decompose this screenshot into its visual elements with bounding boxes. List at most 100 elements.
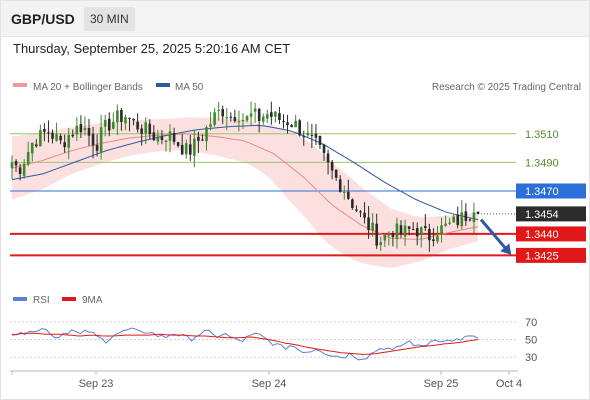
x-tick-label: Sep 23 [79,378,114,390]
candle-body [83,127,87,131]
candle-body [30,142,34,154]
candle-body [193,138,196,156]
candle-body [347,191,350,199]
forecast-arrowhead [500,243,512,255]
pivot-tag [516,183,586,199]
candle-body [63,142,66,148]
candle-body [43,128,46,132]
bollinger-band [12,117,478,268]
candle-body [290,125,293,128]
candle-body [197,136,200,141]
candle-body [391,233,395,237]
candle-body [419,227,423,236]
candle-body [411,229,415,231]
candle-body [460,212,464,227]
candle-body [144,122,148,134]
candle-body [249,113,253,117]
pivot-label: 1.3470 [525,186,559,198]
rsi-tick-label: 50 [525,335,537,347]
candle-body [403,225,407,237]
candle-body [338,179,342,192]
candle-body [476,211,480,214]
candle-body [107,118,111,131]
candle-body [298,120,302,136]
candle-body [128,117,131,119]
candle-body [59,135,62,141]
candle-body [71,134,75,137]
candle-body [440,225,443,235]
candle-body [136,121,139,130]
candle-body [359,211,362,213]
support-tag [516,226,586,242]
rsi-grid: 70 50 30 [10,317,537,364]
x-axis-labels: Sep 23 Sep 24 Sep 25 Oct 4 [11,371,522,390]
candle-body [47,132,50,134]
symbol-label: GBP/USD [11,11,75,27]
candle-body [265,114,269,119]
candle-body [379,242,383,246]
candle-body [51,132,54,139]
candle-body [278,113,281,120]
candle-body [10,162,14,169]
candle-body [103,119,107,127]
candle-body [387,234,391,236]
candle-body [209,124,212,127]
candle-body [205,127,208,142]
candle-body [55,134,58,141]
candle-body [132,118,135,121]
candle-body [233,117,237,122]
rsi-legend-swatch [13,297,27,301]
support-label: 1.3440 [525,229,559,241]
timestamp: Thursday, September 25, 2025 5:20:16 AM … [13,41,291,56]
x-tick-label: Oct 4 [496,378,522,390]
rsi-pane: 70 50 30 [10,317,537,364]
ma9-legend-swatch [62,297,76,301]
candle-body [322,144,326,153]
candle-body [456,214,460,226]
candle-body [464,211,468,221]
candle-body [415,228,419,237]
candle-body [164,140,168,142]
candle-body [67,135,71,148]
copyright: Research © 2025 Trading Central [432,82,581,93]
candle-body [176,142,180,146]
candle-body [452,216,455,223]
candle-body [253,108,257,112]
ma20-line [11,133,479,240]
candle-body [91,133,95,146]
candle-body [116,110,119,123]
ma9-legend-label: 9MA [82,295,103,306]
candle-body [444,223,447,226]
candle-body [188,144,192,155]
x-tick-label: Sep 24 [252,378,287,390]
candle-body [14,161,18,166]
candle-body [428,228,431,241]
candle-body [282,121,285,123]
candle-body [172,132,176,142]
candle-body [270,112,273,117]
candle-body [75,125,79,135]
candle-body [334,169,338,178]
candle-body [306,132,310,136]
candle-body [432,239,435,242]
candle-body [383,235,387,241]
candle-body [112,121,115,129]
last-price-tag [516,206,586,222]
support-tag [516,247,586,263]
candle-body [99,127,103,153]
candle-body [399,225,403,235]
candles [10,101,480,252]
level-lines [10,133,516,257]
candle-body [351,199,354,208]
candle-body [294,120,297,128]
candle-body [148,123,152,135]
candle-body [448,222,451,224]
candle-body [286,122,289,126]
timeframe-button[interactable]: 30 MIN [84,7,135,31]
ma50-line [11,124,479,221]
candle-body [310,134,314,136]
candle-body [39,130,42,147]
candle-body [180,144,184,155]
candle-body [363,212,366,218]
